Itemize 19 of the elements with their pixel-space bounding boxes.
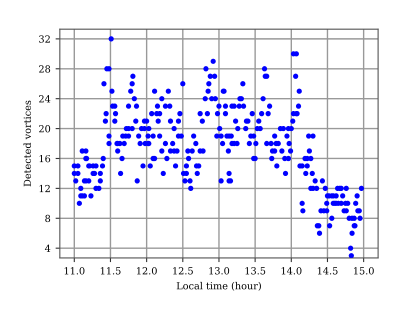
y-tick-label: 20 xyxy=(39,125,50,132)
x-tick-label: 11.0 xyxy=(64,267,84,274)
x-tick-label: 14.0 xyxy=(282,267,302,274)
x-tick-label: 13.5 xyxy=(245,267,266,274)
x-tick-label: 12.5 xyxy=(173,267,193,274)
y-tick-label: 24 xyxy=(39,95,50,102)
x-tick-label: 15.0 xyxy=(354,267,374,274)
y-tick-label: 8 xyxy=(45,214,50,222)
x-axis-title: Local time (hour) xyxy=(176,282,261,291)
y-tick-label: 28 xyxy=(39,65,50,73)
x-tick-label: 12.0 xyxy=(136,267,157,274)
y-tick-label: 12 xyxy=(40,184,50,192)
y-tick-label: 32 xyxy=(39,35,50,43)
y-tick-label: 16 xyxy=(40,154,50,162)
y-axis-title: Detected vortices xyxy=(23,100,31,186)
x-tick-label: 11.5 xyxy=(100,267,121,274)
y-tick-label: 4 xyxy=(44,244,50,252)
x-tick-label: 14.5 xyxy=(318,267,338,274)
x-tick-label: 13.0 xyxy=(209,267,230,274)
